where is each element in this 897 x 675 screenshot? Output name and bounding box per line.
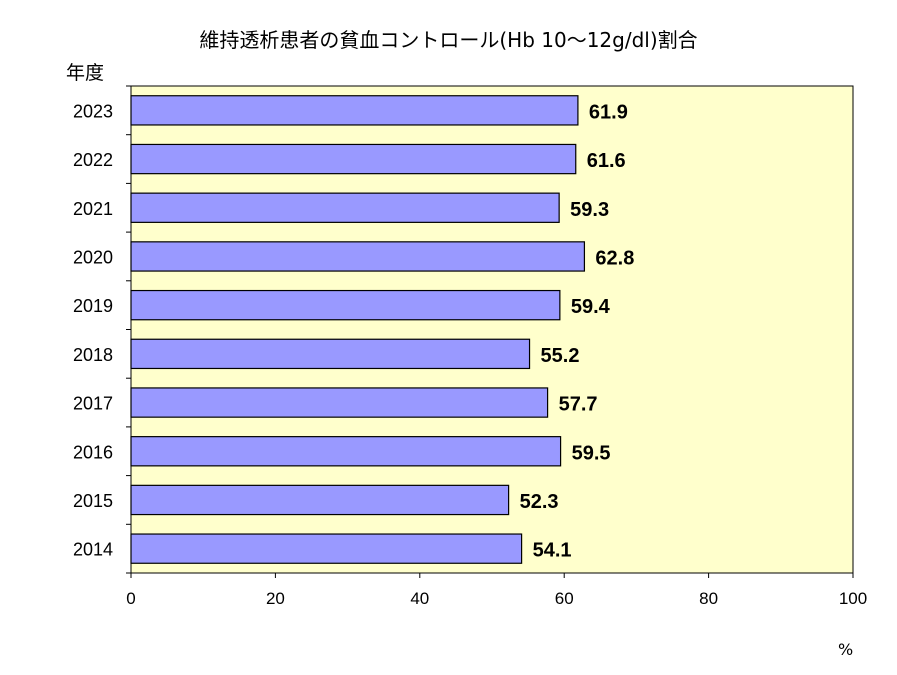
y-tick-label: 2021 (73, 199, 113, 219)
bar-2021 (130, 192, 560, 223)
bar-2014 (130, 533, 523, 564)
data-label: 55.2 (541, 345, 580, 367)
data-label: 54.1 (533, 540, 572, 562)
x-tick-label: 0 (126, 589, 135, 608)
y-tick-label: 2014 (73, 540, 113, 560)
data-label: 61.6 (587, 150, 626, 172)
bar-2020 (130, 241, 586, 272)
y-tick-label: 2020 (73, 247, 113, 267)
data-label: 59.5 (572, 442, 611, 464)
bar-2015 (130, 484, 510, 516)
bar-2022 (130, 143, 577, 175)
y-tick-label: 2018 (73, 345, 113, 365)
y-tick-label: 2016 (73, 442, 113, 462)
x-tick-label: 100 (839, 589, 867, 608)
data-label: 52.3 (520, 491, 559, 513)
x-tick-label: 80 (699, 589, 718, 608)
data-label: 59.4 (571, 296, 611, 318)
y-tick-label: 2023 (73, 101, 113, 121)
data-label: 57.7 (559, 394, 598, 416)
bar-2019 (130, 289, 561, 321)
data-label: 61.9 (589, 101, 628, 123)
x-tick-label: 20 (266, 589, 285, 608)
data-label: 59.3 (570, 199, 609, 221)
bar-2023 (130, 95, 579, 126)
x-axis-unit: % (838, 640, 854, 659)
data-label: 62.8 (595, 247, 634, 269)
x-tick-label: 40 (410, 589, 429, 608)
bar-2017 (130, 387, 549, 418)
y-axis-label: 年度 (66, 62, 105, 84)
y-tick-label: 2017 (73, 394, 113, 414)
y-tick-label: 2022 (73, 150, 113, 170)
bar-2018 (130, 338, 531, 370)
y-tick-label: 2019 (73, 296, 113, 316)
x-tick-label: 60 (555, 589, 574, 608)
bar-2016 (130, 436, 562, 467)
y-tick-label: 2015 (73, 491, 113, 511)
chart-title: 維持透析患者の貧血コントロール(Hb 10〜12g/dl)割合 (199, 28, 698, 52)
